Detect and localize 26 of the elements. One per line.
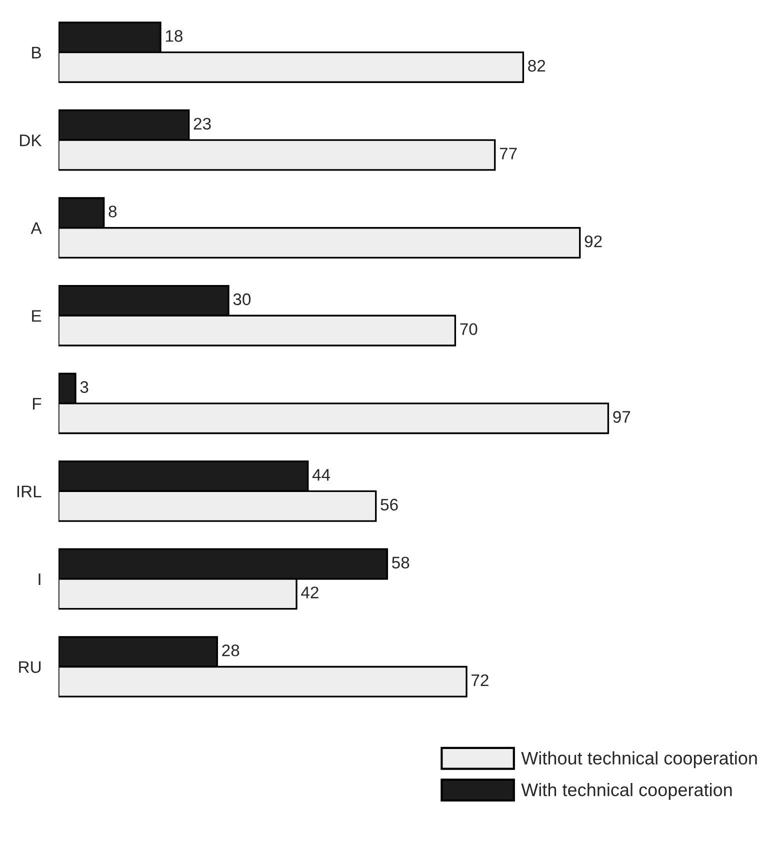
y-tick-label: E [32,310,42,322]
y-tick-label: I [38,574,40,586]
legend-label: With technical cooperation [521,782,732,800]
y-tick-label: A [30,222,42,234]
data-label: 82 [528,60,546,72]
y-tick-label: RU [19,661,41,673]
data-label: 70 [460,323,478,336]
y-tick-label: DK [20,134,42,146]
data-label: 44 [312,469,330,481]
data-label: 30 [233,293,251,306]
data-label: 18 [166,30,182,42]
y-tick-label: B [32,46,41,58]
data-label: 3 [80,381,88,393]
data-label: 77 [500,148,517,160]
data-label: 28 [222,644,240,656]
data-label: 92 [584,235,602,248]
data-label: 8 [108,206,117,218]
data-label: 72 [472,674,488,686]
data-label: 23 [194,118,211,130]
data-label: 97 [613,411,630,423]
data-label: 42 [301,586,318,598]
data-label: 56 [380,498,398,511]
y-tick-label: IRL [17,486,42,498]
legend-label: Without technical cooperation [521,751,757,768]
data-label: 58 [392,556,410,569]
y-tick-label: F [33,398,42,410]
